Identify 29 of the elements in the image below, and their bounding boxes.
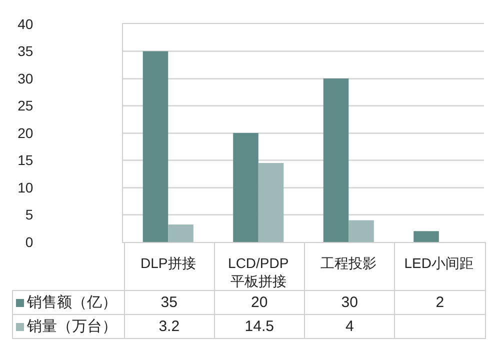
y-tick-label: 35 — [18, 43, 34, 60]
x-tick-label: 工程投影 — [320, 254, 377, 271]
legend-label: 销量（万台） — [27, 318, 117, 334]
y-tick-label: 15 — [18, 152, 34, 168]
x-tick-label: LED小间距 — [404, 254, 474, 271]
x-tick-label: DLP拼接 — [140, 254, 196, 271]
data-label: 4 — [304, 314, 395, 338]
bar — [142, 51, 168, 242]
bar — [414, 231, 439, 242]
x-tick-label: LCD/PDP平板拼接 — [228, 254, 289, 289]
y-tick-label: 5 — [25, 206, 34, 223]
y-tick-label: 20 — [18, 124, 34, 141]
data-label: 14.5 — [214, 314, 304, 338]
y-tick-label: 40 — [18, 16, 34, 32]
bar — [323, 78, 349, 242]
bar — [348, 220, 374, 242]
data-label: 20 — [214, 290, 304, 314]
bar — [233, 133, 258, 242]
legend-label: 销售额（亿） — [27, 294, 117, 310]
data-label: 35 — [124, 290, 214, 314]
y-tick-label: 30 — [18, 70, 34, 86]
data-label: 3.2 — [124, 314, 214, 338]
y-tick-label: 0 — [25, 234, 34, 250]
bar — [258, 162, 284, 242]
y-tick-label: 25 — [18, 98, 34, 114]
y-tick-label: 10 — [18, 179, 34, 196]
data-label: 2 — [394, 290, 485, 314]
data-label: 30 — [304, 290, 395, 314]
bar — [168, 224, 194, 242]
